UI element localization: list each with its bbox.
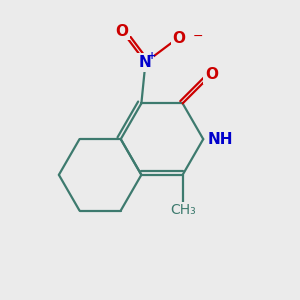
Text: O: O	[205, 67, 218, 82]
Text: NH: NH	[207, 132, 233, 147]
Text: CH₃: CH₃	[170, 203, 196, 217]
Text: O: O	[172, 31, 185, 46]
Text: +: +	[148, 51, 156, 61]
Text: N: N	[139, 55, 152, 70]
Text: O: O	[116, 23, 128, 38]
Text: −: −	[193, 30, 203, 43]
